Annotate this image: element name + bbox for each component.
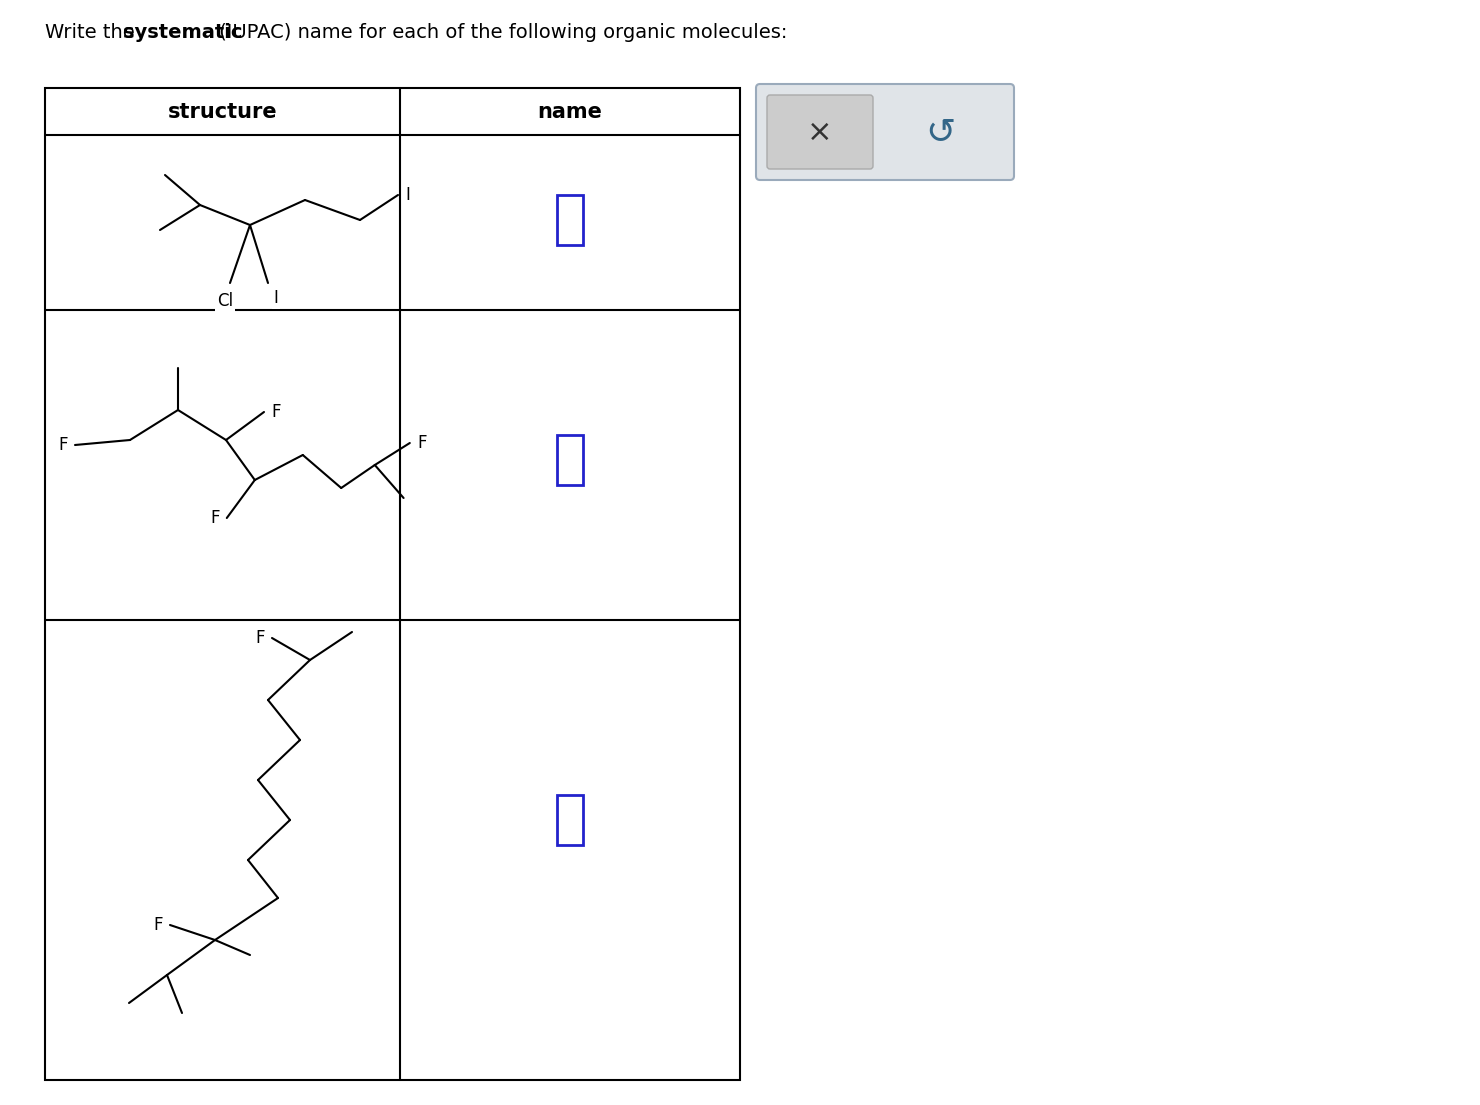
Text: Write the: Write the (44, 22, 141, 42)
Text: F: F (154, 916, 163, 934)
Bar (556, 194, 583, 245)
Text: name: name (537, 102, 602, 122)
Text: F: F (255, 629, 265, 648)
Text: systematic: systematic (123, 22, 243, 42)
FancyBboxPatch shape (767, 95, 873, 169)
Text: F: F (210, 509, 219, 527)
Text: structure: structure (167, 102, 277, 122)
Text: ×: × (807, 117, 833, 147)
Bar (556, 794, 583, 845)
Text: F: F (271, 403, 281, 421)
Text: I: I (406, 186, 410, 204)
Text: I: I (274, 290, 278, 307)
FancyBboxPatch shape (756, 84, 1014, 180)
Text: Cl: Cl (218, 292, 232, 311)
Text: (IUPAC) name for each of the following organic molecules:: (IUPAC) name for each of the following o… (213, 22, 787, 42)
Bar (44, 88, 740, 1080)
Text: F: F (417, 434, 426, 452)
Text: F: F (58, 436, 68, 454)
Text: ↺: ↺ (925, 115, 955, 149)
Bar (556, 435, 583, 485)
